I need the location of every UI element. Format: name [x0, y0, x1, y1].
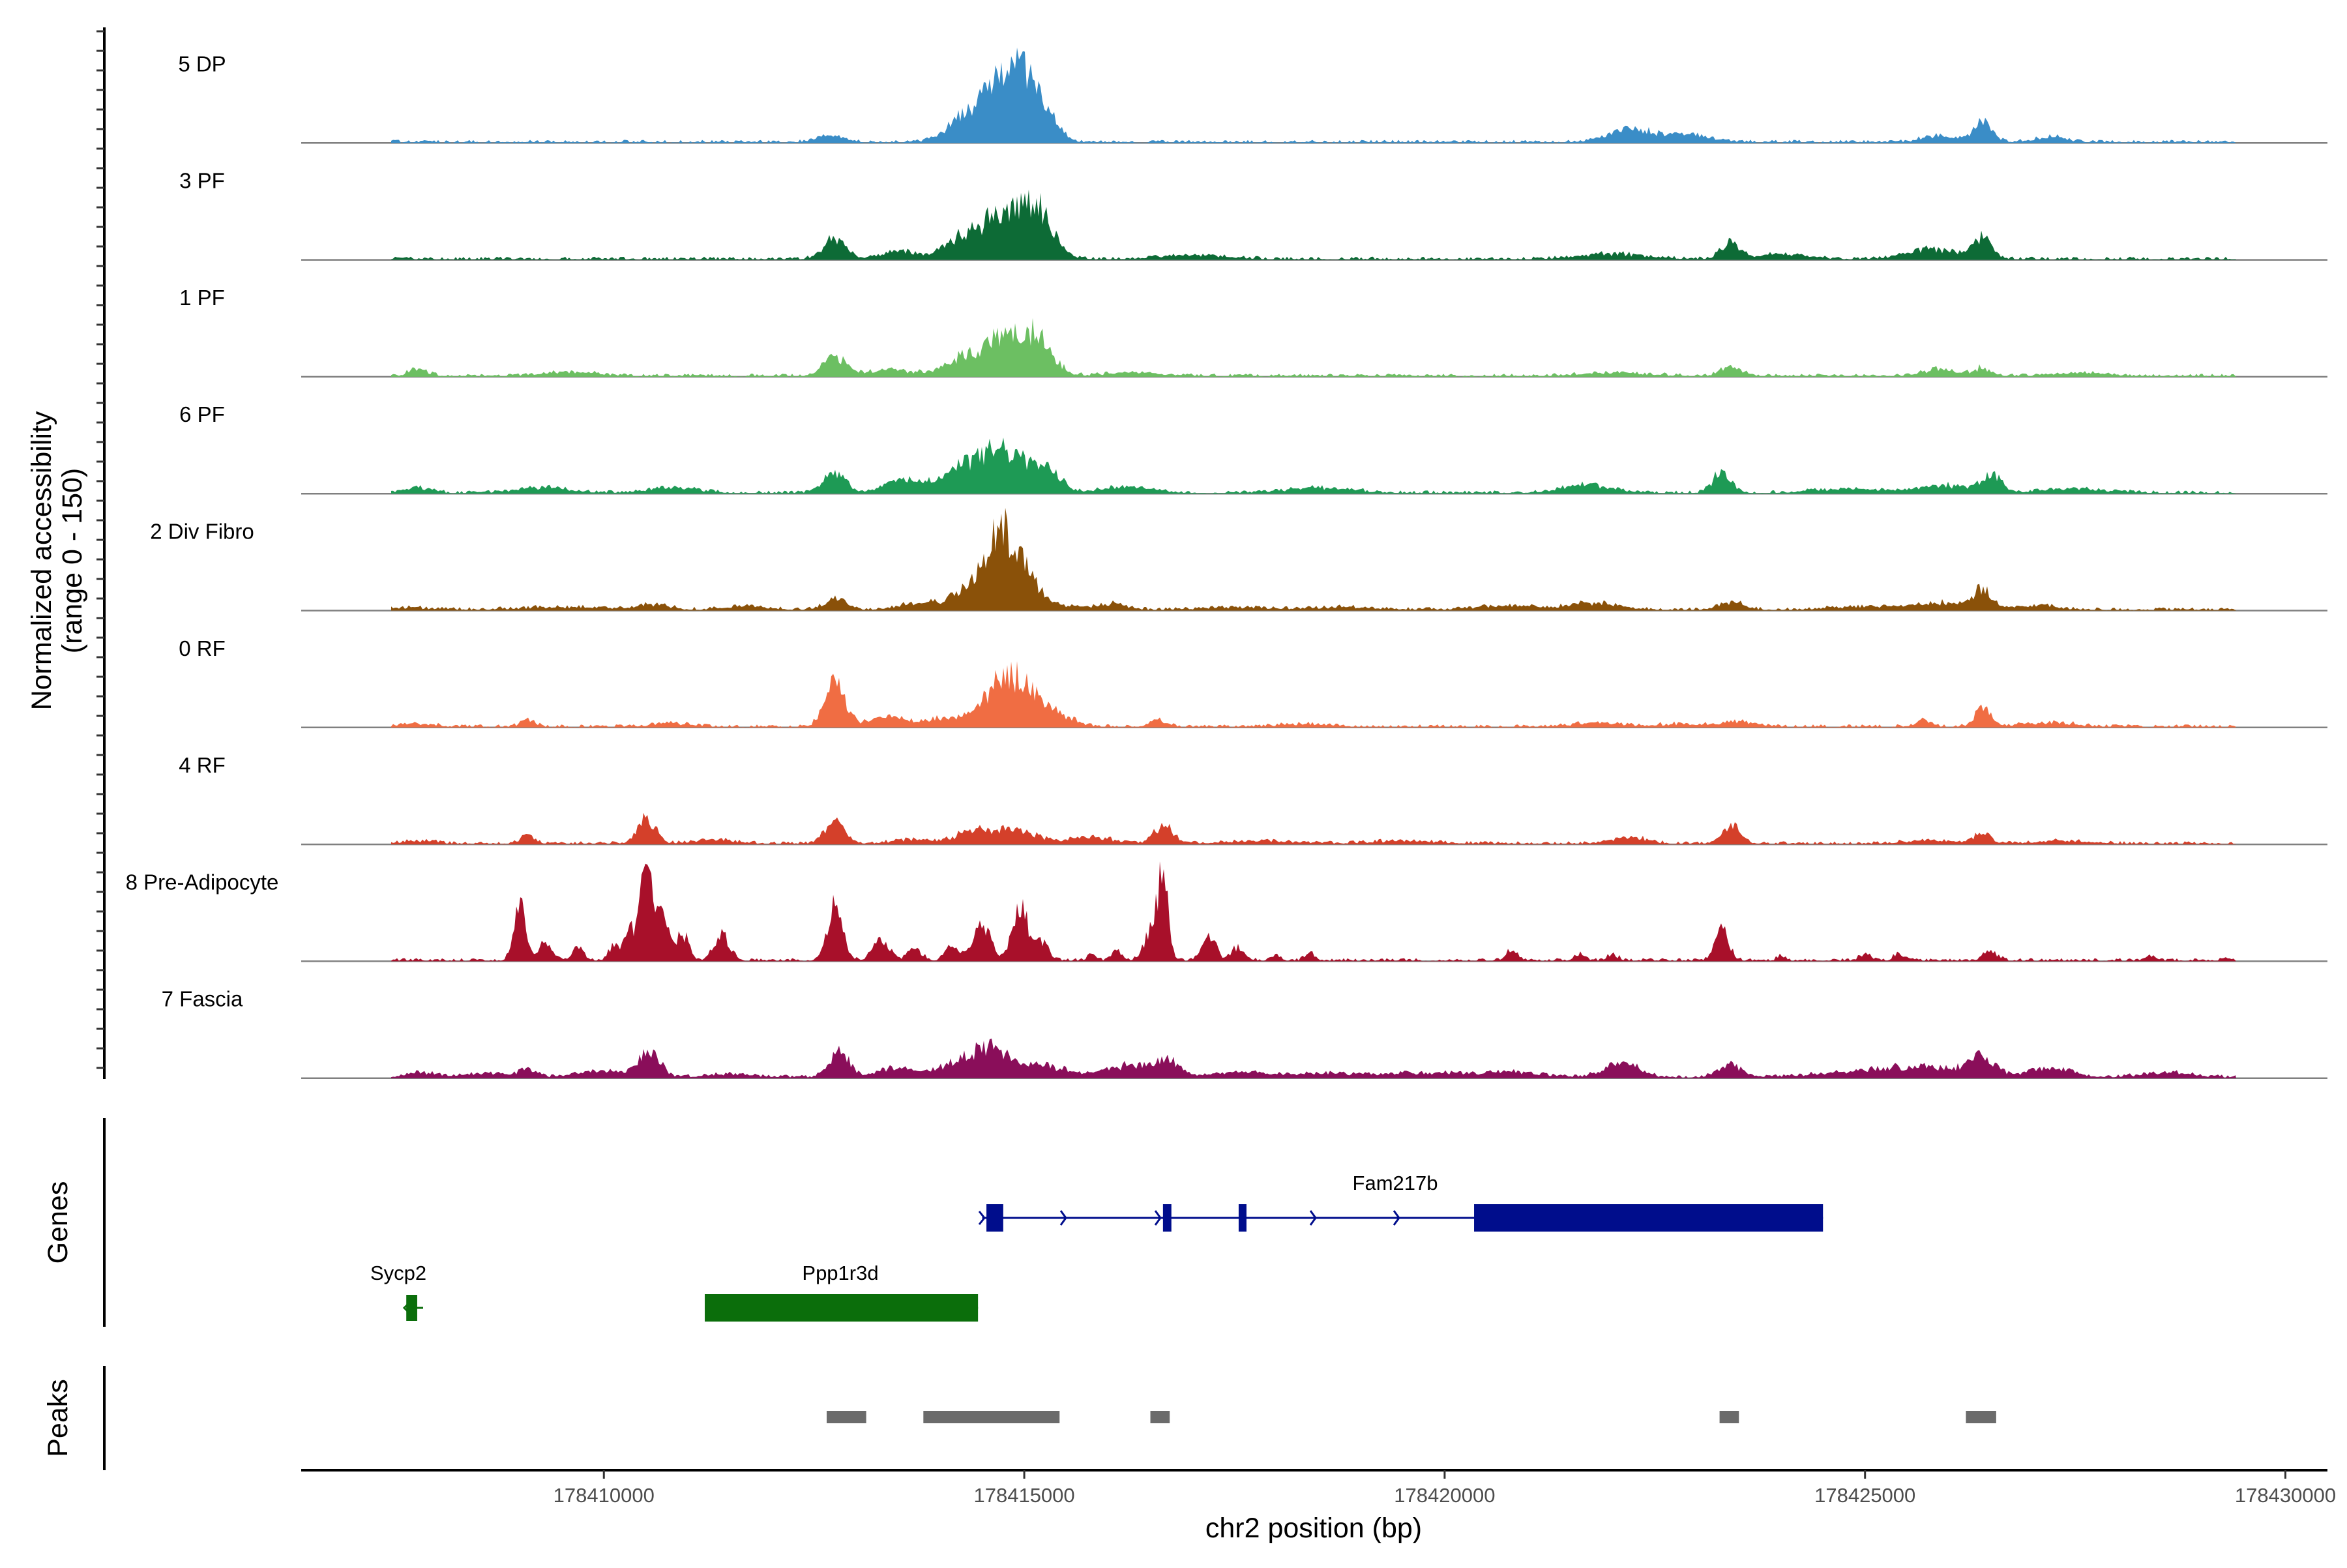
coverage-area [391, 861, 2236, 962]
gene-exon [705, 1294, 979, 1322]
y-axis [96, 27, 106, 1470]
x-tick-label: 178430000 [2235, 1484, 2336, 1507]
gene-label: Sycp2 [370, 1262, 426, 1284]
genes-panel: Genes Fam217b Sycp2 Ppp1r3d [42, 1172, 1823, 1322]
coverage-track: 1 PF [179, 286, 2327, 378]
coverage-tracks: 5 DP 3 PF 1 PF 6 PF 2 Div Fibro 0 RF 4 RF 8 Pre… [126, 48, 2327, 1079]
coverage-track: 7 Fascia [162, 987, 2327, 1079]
strand-arrow [1393, 1210, 1400, 1226]
peaks-panel: Peaks [42, 1379, 1996, 1457]
coverage-area [391, 812, 2236, 845]
x-axis-title: chr2 position (bp) [1205, 1513, 1422, 1544]
coverage-area [391, 318, 2236, 377]
gene-exon [986, 1204, 1003, 1232]
x-tick-label: 178425000 [1814, 1484, 1915, 1507]
track-label: 3 PF [179, 169, 225, 193]
coverage-area [391, 508, 2236, 611]
x-tick-label: 178410000 [554, 1484, 655, 1507]
gene-exon [1162, 1204, 1172, 1232]
coverage-track: 8 Pre-Adipocyte [126, 861, 2327, 962]
track-label: 1 PF [179, 286, 225, 310]
coverage-area [391, 661, 2236, 728]
peak-region [1719, 1411, 1739, 1423]
strand-arrow [1059, 1210, 1067, 1226]
coverage-area [391, 189, 2236, 260]
y-axis-subtitle: (range 0 - 150) [57, 468, 88, 653]
coverage-track: 2 Div Fibro [150, 508, 2327, 612]
peak-region [923, 1411, 1060, 1423]
genes-panel-title: Genes [42, 1181, 74, 1264]
coverage-area [391, 437, 2236, 494]
peak-region [1150, 1411, 1170, 1423]
coverage-track: 0 RF [179, 636, 2327, 729]
track-label: 6 PF [179, 402, 225, 426]
gene-exon [406, 1295, 417, 1321]
gene-exon [1238, 1204, 1247, 1232]
gene-label: Fam217b [1353, 1172, 1438, 1194]
strand-arrow [1154, 1210, 1162, 1226]
peaks-panel-title: Peaks [42, 1379, 74, 1457]
coverage-track: 6 PF [179, 402, 2327, 495]
coverage-track: 3 PF [179, 169, 2327, 261]
peak-region [1966, 1411, 1996, 1423]
coverage-area [391, 48, 2236, 143]
track-label: 7 Fascia [162, 987, 243, 1011]
y-axis-title: Normalized accessibility [26, 411, 57, 710]
track-label: 8 Pre-Adipocyte [126, 870, 279, 894]
track-label: 2 Div Fibro [150, 520, 254, 544]
coverage-area [391, 1039, 2236, 1078]
strand-arrow [1309, 1210, 1317, 1226]
strand-arrow [978, 1211, 986, 1225]
gene-label: Ppp1r3d [802, 1262, 878, 1284]
track-label: 0 RF [179, 636, 226, 660]
track-label: 4 RF [179, 753, 226, 777]
coverage-track: 4 RF [179, 753, 2327, 846]
gene-model: Sycp2 [370, 1262, 426, 1321]
gene-model: Fam217b [978, 1172, 1823, 1232]
gene-model: Ppp1r3d [705, 1262, 979, 1322]
peak-region [827, 1411, 866, 1423]
x-tick-label: 178415000 [973, 1484, 1074, 1507]
x-tick-label: 178420000 [1394, 1484, 1495, 1507]
gene-exon [1474, 1204, 1823, 1232]
coverage-track: 5 DP [178, 48, 2327, 144]
track-label: 5 DP [178, 52, 226, 76]
x-axis: 178410000 178415000 178420000 178425000 1784… [301, 1469, 2336, 1507]
